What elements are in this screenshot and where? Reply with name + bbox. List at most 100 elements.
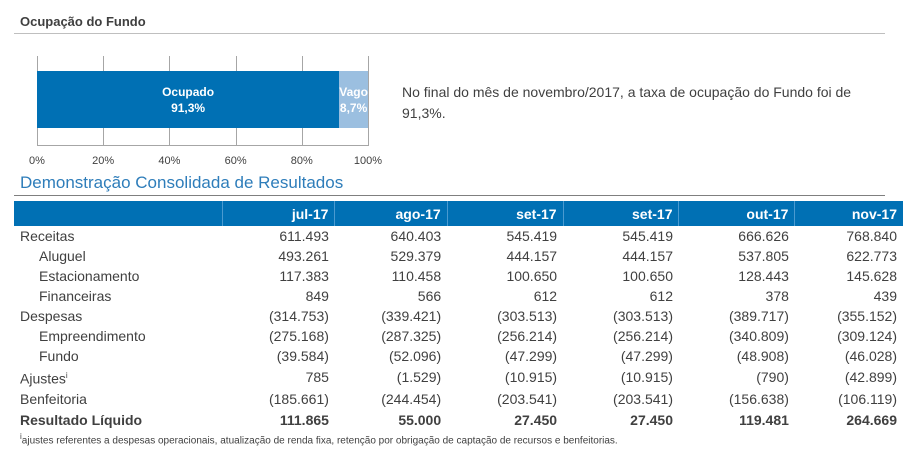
- table-row: Financeiras 849 566 612 612 378 439: [14, 286, 903, 306]
- column-header: set-17: [446, 201, 564, 226]
- value-cell: 529.379: [390, 248, 442, 264]
- row-label: Estacionamento: [39, 268, 140, 284]
- table-row: Receitas 611.493 640.403 545.419 545.419 666.…: [14, 226, 903, 246]
- value-cell: 100.650: [506, 268, 558, 284]
- value-cell: (47.299): [504, 348, 558, 364]
- results-table: jul-17 ago-17 set-17 set-17 out-17 nov-17 Rec…: [14, 201, 903, 431]
- value-cell: (48.908): [736, 348, 789, 364]
- value-cell: (52.096): [388, 348, 442, 364]
- x-tick-label: 100%: [353, 155, 383, 167]
- footnote: iajustes referentes a despesas operacion…: [20, 432, 618, 446]
- bar-segment-vago: Vago 8,7%: [339, 71, 368, 128]
- table-row: Estacionamento 117.383 110.458 100.650 100.6…: [14, 266, 903, 286]
- value-cell: (790): [756, 369, 789, 386]
- value-cell: (10.915): [620, 369, 673, 386]
- footnote-text: ajustes referentes a despesas operaciona…: [21, 435, 618, 447]
- value-cell: 666.626: [738, 228, 789, 244]
- value-cell: 128.443: [738, 268, 789, 284]
- value-cell: 27.450: [514, 411, 558, 428]
- header-label-cell: [14, 201, 223, 226]
- value-cell: 849: [305, 288, 329, 304]
- x-tick-label: 60%: [224, 155, 247, 167]
- occupancy-title: Ocupação do Fundo: [20, 14, 146, 29]
- value-cell: (1.529): [396, 369, 442, 386]
- value-cell: (303.513): [497, 308, 558, 324]
- value-cell: 111.865: [279, 411, 329, 428]
- value-cell: 145.628: [846, 268, 897, 284]
- value-cell: 55.000: [398, 411, 442, 428]
- value-cell: (203.541): [613, 390, 673, 407]
- value-cell: (47.299): [620, 348, 673, 364]
- data-value-label: 8,7%: [339, 100, 368, 115]
- value-cell: 566: [417, 288, 442, 304]
- value-cell: 439: [873, 288, 897, 304]
- column-header: nov-17: [794, 201, 903, 226]
- value-cell: (256.214): [497, 328, 558, 344]
- row-label: Fundo: [39, 348, 79, 364]
- value-cell: 119.481: [739, 411, 789, 428]
- x-tick-label: 20%: [92, 155, 115, 167]
- row-label: Receitas: [20, 228, 75, 244]
- row-label: Ajustesi: [20, 370, 68, 387]
- x-axis: [37, 145, 368, 146]
- value-cell: (244.454): [381, 390, 442, 407]
- value-cell: (185.661): [268, 390, 329, 407]
- value-cell: (156.638): [728, 390, 789, 407]
- value-cell: 545.419: [622, 228, 673, 244]
- table-row: Fundo (39.584) (52.096) (47.299) (47.299) (48…: [14, 346, 903, 366]
- value-cell: (275.168): [268, 328, 329, 344]
- row-label: Resultado Líquido: [20, 411, 143, 428]
- section-divider: [14, 195, 885, 196]
- footnote-mark: i: [20, 432, 22, 441]
- column-header: set-17: [562, 201, 679, 226]
- x-tick-label: 0%: [29, 155, 45, 167]
- value-cell: 785: [305, 369, 329, 386]
- x-tick-label: 40%: [158, 155, 181, 167]
- row-label: Financeiras: [39, 288, 112, 304]
- value-cell: 640.403: [390, 228, 442, 244]
- bar-segment-ocupado: Ocupado 91,3%: [37, 71, 340, 128]
- column-header: jul-17: [222, 201, 335, 226]
- results-title: Demonstração Consolidada de Resultados: [20, 173, 344, 192]
- value-cell: 100.650: [622, 268, 673, 284]
- column-header: out-17: [678, 201, 795, 226]
- value-cell: (389.717): [728, 308, 789, 324]
- row-label: Empreendimento: [39, 328, 146, 344]
- value-cell: (39.584): [276, 348, 329, 364]
- value-cell: (203.541): [497, 390, 558, 407]
- value-cell: (339.421): [381, 308, 442, 324]
- value-cell: (256.214): [613, 328, 673, 344]
- column-header: ago-17: [334, 201, 448, 226]
- value-cell: (287.325): [381, 328, 442, 344]
- value-cell: (314.753): [268, 308, 329, 324]
- table-row: Ajustesi 785 (1.529) (10.915) (10.915) (790) (…: [14, 366, 903, 389]
- row-label: Aluguel: [39, 248, 86, 264]
- table-row: Aluguel 493.261 529.379 444.157 444.157 537.8…: [14, 246, 903, 266]
- value-cell: (303.513): [613, 308, 673, 324]
- value-cell: (340.809): [728, 328, 789, 344]
- table-row: Benfeitoria (185.661) (244.454) (203.541) (2…: [14, 389, 903, 409]
- gridline: [368, 56, 369, 146]
- total-row: Resultado Líquido 111.865 55.000 27.450 27.4…: [14, 409, 903, 431]
- value-cell: 768.840: [846, 228, 897, 244]
- value-cell: 545.419: [506, 228, 558, 244]
- value-cell: 612: [533, 288, 558, 304]
- value-cell: 264.669: [846, 411, 897, 428]
- value-cell: 378: [765, 288, 789, 304]
- occupancy-note: No final do mês de novembro/2017, a taxa…: [402, 84, 852, 121]
- value-cell: (42.899): [844, 369, 897, 386]
- value-cell: 493.261: [278, 248, 329, 264]
- value-cell: (10.915): [504, 369, 558, 386]
- value-cell: 27.450: [630, 411, 673, 428]
- section-divider: [14, 33, 885, 34]
- value-cell: 110.458: [391, 268, 442, 284]
- value-cell: (309.124): [837, 328, 897, 344]
- table-row: Despesas (314.753) (339.421) (303.513) (303.…: [14, 306, 903, 326]
- data-label: Vago: [339, 84, 368, 99]
- x-tick-label: 80%: [290, 155, 313, 167]
- data-value-label: 91,3%: [171, 100, 206, 115]
- data-label: Ocupado: [162, 84, 215, 99]
- value-cell: 537.805: [738, 248, 789, 264]
- value-cell: 117.383: [279, 268, 329, 284]
- value-cell: (355.152): [837, 308, 897, 324]
